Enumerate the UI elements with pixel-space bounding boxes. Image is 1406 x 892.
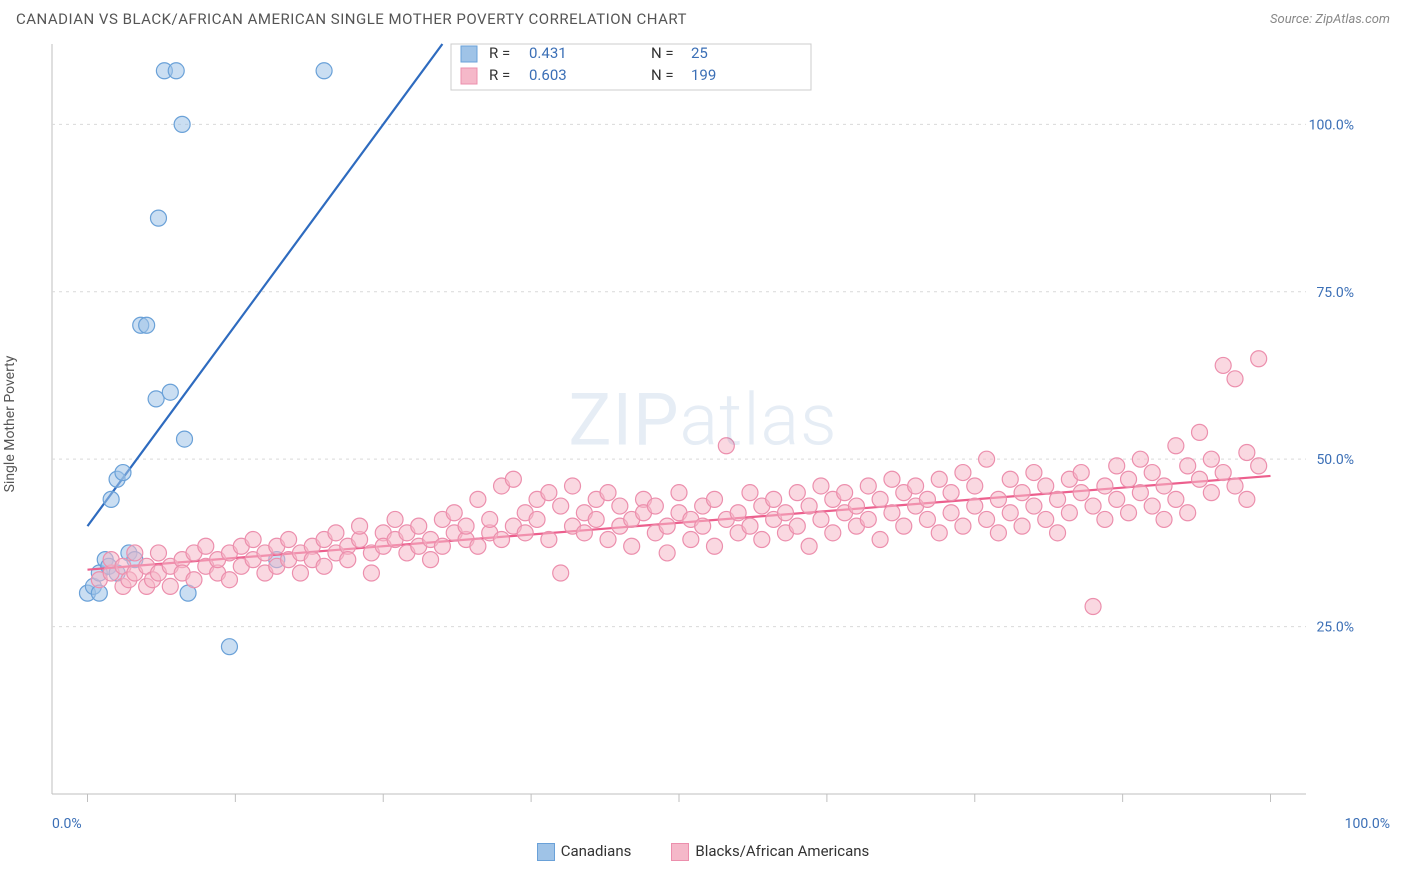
- chart-container: Single Mother Poverty ZIPatlas 25.0%50.0…: [16, 34, 1390, 814]
- svg-text:199: 199: [691, 66, 716, 84]
- bottom-legend: Canadians Blacks/African Americans: [0, 842, 1406, 861]
- svg-text:50.0%: 50.0%: [1316, 452, 1354, 468]
- source-label: Source: ZipAtlas.com: [1270, 12, 1390, 27]
- svg-text:N =: N =: [651, 66, 674, 84]
- chart-title: CANADIAN VS BLACK/AFRICAN AMERICAN SINGL…: [16, 10, 687, 28]
- legend-label: Canadians: [561, 842, 632, 860]
- svg-text:0.431: 0.431: [529, 44, 567, 62]
- svg-text:100.0%: 100.0%: [1309, 117, 1354, 133]
- legend-item: Blacks/African Americans: [671, 842, 869, 861]
- svg-text:N =: N =: [651, 44, 674, 62]
- legend-swatch: [671, 843, 689, 861]
- svg-text:25: 25: [691, 44, 708, 62]
- svg-text:0.603: 0.603: [529, 66, 567, 84]
- svg-text:75.0%: 75.0%: [1316, 285, 1354, 301]
- svg-text:R =: R =: [489, 66, 510, 84]
- x-axis-min-label: 0.0%: [52, 816, 82, 832]
- x-axis-max-label: 100.0%: [1345, 816, 1390, 832]
- svg-text:R =: R =: [489, 44, 510, 62]
- scatter-chart: 25.0% 50.0% 75.0% 100.0% R = 0.431 N = 25 R = 0.6…: [16, 34, 1356, 814]
- legend-label: Blacks/African Americans: [695, 842, 869, 860]
- y-axis-label: Single Mother Poverty: [2, 356, 18, 493]
- legend-item: Canadians: [537, 842, 632, 861]
- svg-text:25.0%: 25.0%: [1316, 620, 1354, 636]
- legend-swatch: [537, 843, 555, 861]
